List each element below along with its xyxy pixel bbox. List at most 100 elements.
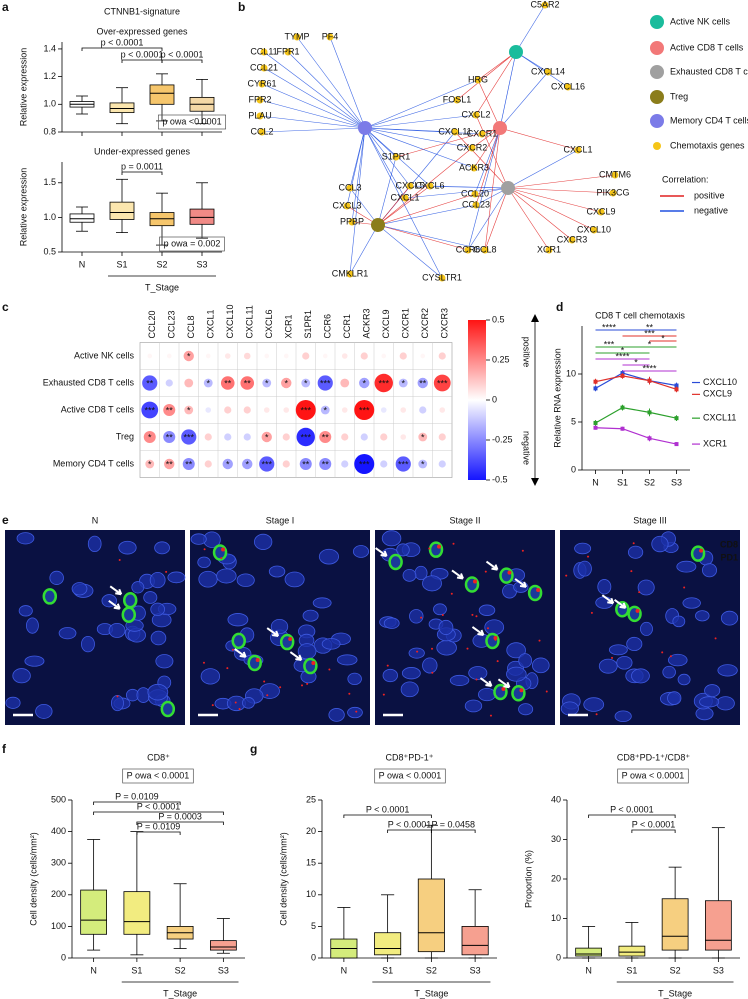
edge: [296, 36, 366, 129]
nucleus: [699, 696, 720, 708]
bubble: [341, 460, 349, 468]
nucleus: [118, 540, 137, 555]
edge: [454, 131, 509, 189]
bubble: [319, 458, 332, 470]
edge: [364, 114, 477, 129]
edge: [261, 127, 366, 133]
bubble: [359, 377, 370, 389]
nucleus: [616, 655, 633, 670]
pd1-dot: [484, 570, 487, 573]
gene-label: PIK3CG: [596, 187, 629, 197]
bracket: [387, 829, 432, 833]
x-tick-label: N: [585, 965, 592, 975]
p-value: p < 0.0001: [101, 37, 144, 47]
star: **: [146, 378, 154, 388]
edge: [364, 79, 479, 129]
nucleus: [284, 571, 305, 588]
gene-node: [326, 33, 334, 41]
box: [705, 900, 732, 951]
y-tick-label: 100: [51, 921, 66, 931]
image-label: N: [92, 515, 99, 525]
x-tick-label: N: [341, 965, 348, 975]
gene-label: CCL11: [250, 46, 277, 56]
series-label: XCR1: [703, 438, 727, 448]
legend-label: Memory CD4 T cells: [670, 115, 748, 125]
cd8-cell: [388, 553, 403, 571]
marker: [674, 416, 679, 421]
nucleus: [321, 638, 341, 650]
y-tick-label: 1.2: [43, 71, 56, 81]
edge: [377, 156, 397, 226]
row-label: Exhausted CD8 T cells: [43, 377, 135, 387]
x-tick-label: S2: [644, 477, 655, 487]
nucleus: [149, 572, 166, 589]
gene-node: [590, 226, 598, 234]
pd1-signal: [288, 637, 293, 642]
column-label: CXCR1: [401, 308, 411, 339]
legend-label: Active NK cells: [670, 16, 731, 26]
gene-node: [406, 182, 414, 190]
row-label: Active NK cells: [74, 350, 135, 360]
pd1-dot: [475, 678, 478, 681]
nucleus: [242, 697, 255, 709]
x-tick-label: N: [90, 965, 97, 975]
nucleus: [26, 617, 39, 634]
y-tick-label: 10: [306, 889, 316, 899]
x-tick-label: S1: [382, 965, 393, 975]
star: *: [187, 351, 191, 361]
edge: [364, 127, 475, 169]
cd8-cell: [42, 588, 58, 605]
bubble: [299, 458, 312, 470]
bracket: [343, 814, 432, 818]
star: *: [304, 378, 308, 388]
marker: [647, 436, 652, 441]
cd8-cell: [428, 541, 444, 558]
stat-label: P owa < 0.0001: [622, 770, 685, 780]
bubble: [261, 431, 272, 443]
bubble: [203, 378, 213, 388]
edge: [349, 127, 366, 275]
nucleus: [637, 579, 655, 596]
p-value: P < 0.0001: [632, 819, 676, 829]
pd1-dot: [441, 613, 444, 616]
nucleus: [574, 542, 592, 555]
y-tick-label: 1.0: [43, 99, 56, 109]
box: [80, 889, 108, 935]
chart-title: CD8⁺PD-1⁺/CD8⁺: [617, 752, 691, 762]
arrow: [471, 626, 485, 636]
y-tick-label: 5: [311, 921, 316, 931]
edge: [377, 224, 443, 279]
box: [123, 891, 151, 935]
arrow: [108, 599, 121, 610]
star: ***: [437, 378, 448, 388]
x-tick-label: N: [592, 477, 599, 487]
edge: [473, 127, 501, 169]
p-value: P = 0.0458: [431, 819, 475, 829]
bubble: [184, 405, 194, 415]
arrow: [109, 585, 123, 596]
edge: [507, 187, 614, 194]
column-label: CXCL1: [206, 309, 216, 338]
bubble: [283, 407, 290, 413]
star: *: [226, 459, 230, 469]
bubble: [302, 352, 310, 360]
legend-marker: [650, 65, 664, 79]
bubble: [243, 352, 251, 360]
pd1-dot: [475, 615, 478, 618]
cd8-cell: [121, 606, 137, 624]
bubble: [295, 400, 316, 420]
nucleus: [667, 691, 682, 705]
star: *: [323, 405, 327, 415]
edge: [377, 185, 431, 226]
pd1-dot: [545, 690, 548, 693]
x-axis-label: T_Stage: [658, 988, 692, 998]
bracket: [121, 171, 163, 175]
box: [189, 208, 215, 225]
series-label: CXCL10: [703, 377, 737, 387]
marker: [620, 373, 625, 378]
x-tick-label: S1: [131, 965, 142, 975]
marker: [674, 387, 679, 392]
y-tick-label: 20: [551, 873, 561, 883]
channel-label: PD1: [720, 552, 738, 562]
y-tick-label: 0: [61, 952, 66, 962]
